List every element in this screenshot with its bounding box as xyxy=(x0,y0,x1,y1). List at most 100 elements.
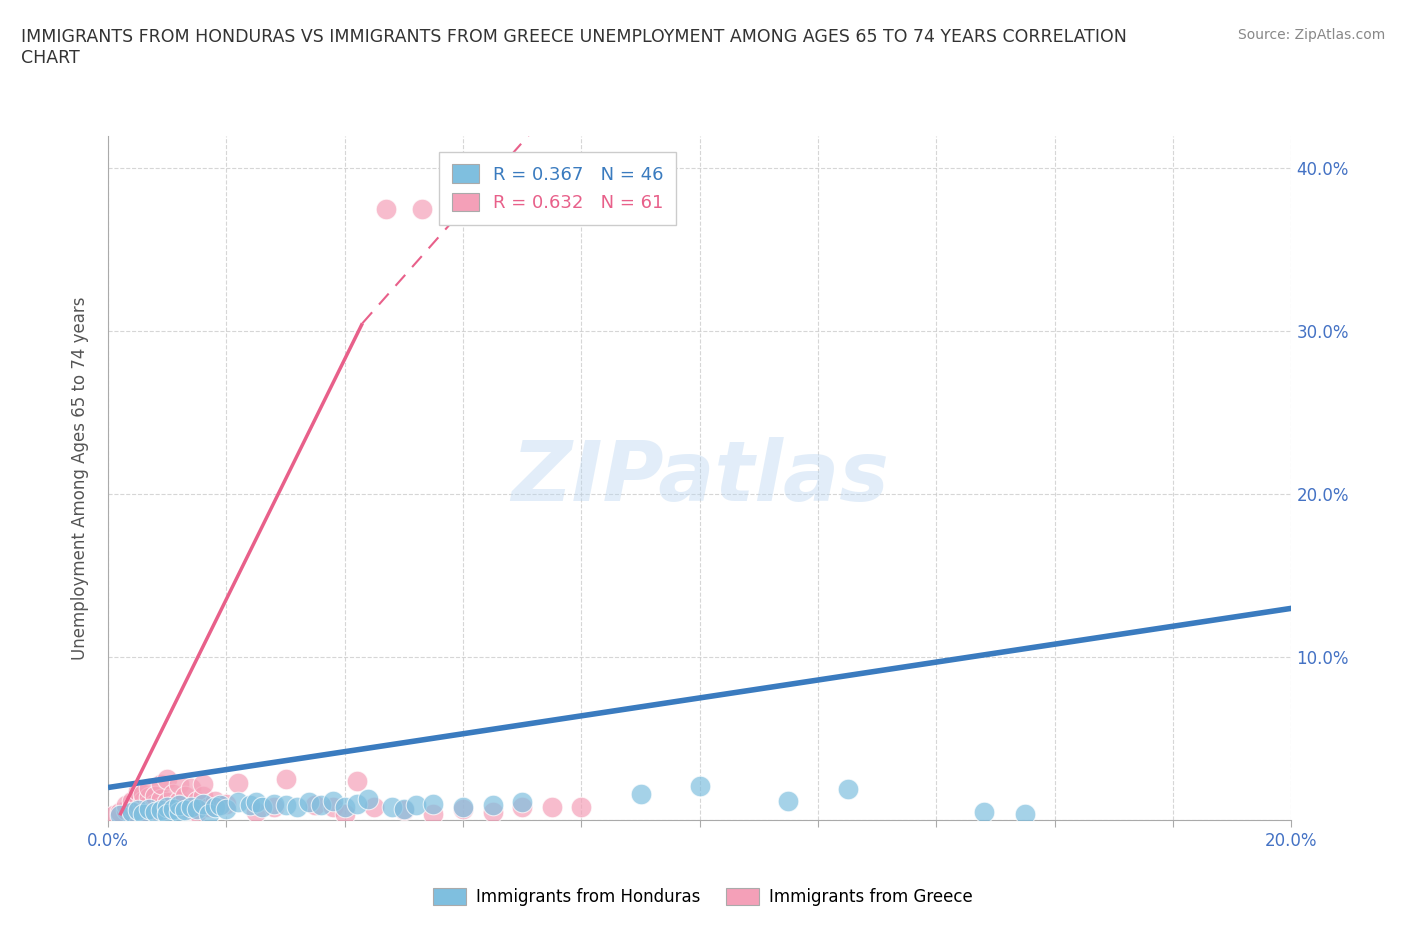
Point xyxy=(346,796,368,811)
Point xyxy=(363,800,385,815)
Point xyxy=(121,804,143,819)
Point xyxy=(422,796,444,811)
Point xyxy=(204,793,226,808)
Point xyxy=(481,798,503,813)
Point xyxy=(250,800,273,815)
Point xyxy=(778,793,800,808)
Point xyxy=(174,800,197,815)
Point xyxy=(245,795,267,810)
Point xyxy=(127,803,149,817)
Text: Source: ZipAtlas.com: Source: ZipAtlas.com xyxy=(1237,28,1385,42)
Point xyxy=(263,800,285,815)
Point xyxy=(186,793,208,808)
Point xyxy=(180,800,202,815)
Point xyxy=(138,802,160,817)
Point xyxy=(569,800,592,815)
Point xyxy=(150,791,173,806)
Point xyxy=(973,804,995,819)
Point xyxy=(304,798,326,813)
Point xyxy=(540,800,562,815)
Point xyxy=(180,803,202,817)
Point xyxy=(215,796,238,811)
Point xyxy=(127,796,149,811)
Point xyxy=(630,787,652,802)
Point xyxy=(143,789,166,804)
Point xyxy=(132,804,155,819)
Point xyxy=(239,798,262,813)
Point xyxy=(245,804,267,819)
Point xyxy=(132,793,155,808)
Point xyxy=(309,798,332,813)
Point xyxy=(174,789,197,804)
Point xyxy=(197,800,219,815)
Point xyxy=(333,800,356,815)
Point xyxy=(150,803,173,817)
Point xyxy=(411,202,433,217)
Point xyxy=(263,796,285,811)
Point xyxy=(186,804,208,819)
Point xyxy=(121,793,143,808)
Text: IMMIGRANTS FROM HONDURAS VS IMMIGRANTS FROM GREECE UNEMPLOYMENT AMONG AGES 65 TO: IMMIGRANTS FROM HONDURAS VS IMMIGRANTS F… xyxy=(21,28,1128,67)
Point xyxy=(127,803,149,817)
Point xyxy=(510,795,533,810)
Point xyxy=(186,802,208,817)
Point xyxy=(108,804,131,819)
Point xyxy=(357,791,380,806)
Point xyxy=(510,800,533,815)
Point xyxy=(167,798,190,813)
Point xyxy=(298,795,321,810)
Point xyxy=(191,789,214,804)
Point xyxy=(132,806,155,821)
Point xyxy=(209,798,232,813)
Point xyxy=(285,800,308,815)
Point xyxy=(121,806,143,821)
Point xyxy=(143,803,166,817)
Point xyxy=(689,778,711,793)
Point xyxy=(143,796,166,811)
Point xyxy=(121,800,143,815)
Point xyxy=(138,790,160,804)
Text: ZIPatlas: ZIPatlas xyxy=(510,437,889,519)
Point xyxy=(422,806,444,821)
Point xyxy=(451,800,474,815)
Point xyxy=(114,798,136,813)
Point xyxy=(174,803,197,817)
Point xyxy=(167,793,190,808)
Point xyxy=(274,772,297,787)
Point xyxy=(837,782,859,797)
Point xyxy=(162,798,184,813)
Point xyxy=(333,806,356,821)
Point xyxy=(322,800,344,815)
Point xyxy=(346,774,368,789)
Point xyxy=(392,803,415,817)
Point xyxy=(156,806,179,821)
Point xyxy=(156,795,179,810)
Point xyxy=(451,802,474,817)
Point xyxy=(481,804,503,819)
Point xyxy=(132,787,155,802)
Point xyxy=(322,793,344,808)
Point xyxy=(162,787,184,802)
Y-axis label: Unemployment Among Ages 65 to 74 years: Unemployment Among Ages 65 to 74 years xyxy=(72,297,89,659)
Point xyxy=(150,777,173,791)
Legend: R = 0.367   N = 46, R = 0.632   N = 61: R = 0.367 N = 46, R = 0.632 N = 61 xyxy=(439,152,676,225)
Point xyxy=(375,202,398,217)
Point xyxy=(204,800,226,815)
Point xyxy=(162,802,184,817)
Point xyxy=(191,796,214,811)
Point xyxy=(180,780,202,795)
Point xyxy=(226,795,249,810)
Point xyxy=(127,783,149,798)
Point xyxy=(114,803,136,817)
Point xyxy=(405,798,427,813)
Point xyxy=(191,777,214,791)
Point xyxy=(143,804,166,819)
Point xyxy=(150,800,173,815)
Point xyxy=(197,806,219,821)
Point xyxy=(274,798,297,813)
Point xyxy=(156,802,179,817)
Legend: Immigrants from Honduras, Immigrants from Greece: Immigrants from Honduras, Immigrants fro… xyxy=(426,881,980,912)
Point xyxy=(381,800,404,815)
Point xyxy=(167,777,190,791)
Point xyxy=(156,772,179,787)
